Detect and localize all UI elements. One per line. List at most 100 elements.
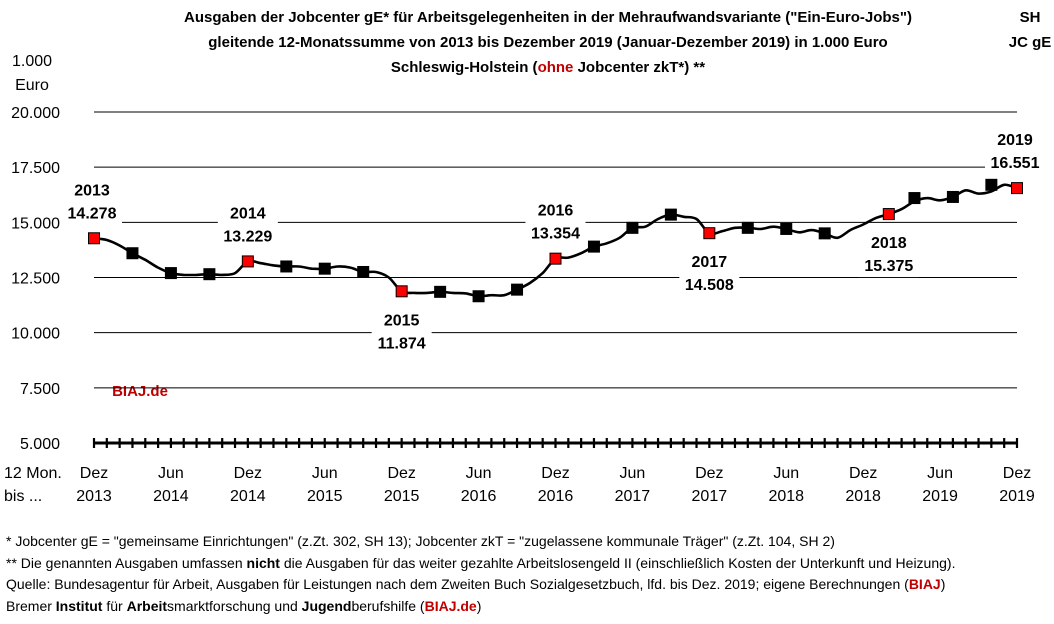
y-tick-label: 7.500 (20, 381, 60, 398)
chart: Ausgaben der Jobcenter gE* für Arbeitsge… (4, 9, 1052, 505)
marker (126, 247, 139, 260)
annotation-year: 2015 (384, 312, 420, 329)
x-tick-label: 2013 (76, 488, 112, 505)
y-tick-label: 15.000 (11, 215, 60, 232)
marker (946, 190, 959, 203)
x-tick-label: 2019 (922, 488, 958, 505)
marker-december (882, 208, 895, 221)
y-tick-label: 5.000 (20, 436, 60, 453)
footnote-4-f: Jugend (301, 597, 352, 614)
footnote-4-i: ) (476, 597, 482, 614)
marker-december (241, 255, 254, 268)
x-ticks: Dez 2013 Jun 2014 Dez 2014 Jun 2015 Dez 2015 Jun 20… (76, 465, 1035, 505)
footnote-3-a: Quelle: Bundesagentur für Arbeit, Ausgab… (6, 576, 909, 592)
marker-december (703, 227, 716, 240)
marker (318, 262, 331, 275)
x-tick-label: 2018 (768, 488, 804, 505)
marker (908, 192, 921, 205)
annotation-value: 13.354 (531, 226, 580, 243)
x-tick-label: 2018 (845, 488, 881, 505)
x-tick-label: 2015 (384, 488, 420, 505)
y-tick-label: 10.000 (11, 326, 60, 343)
x-axis-label-line-1: 12 Mon. (4, 465, 62, 482)
x-tick-label: 2014 (230, 488, 266, 505)
chart-title-line-1: Ausgaben der Jobcenter gE* für Arbeitsge… (184, 9, 912, 26)
x-tick-label: Dez (695, 465, 723, 482)
footnote-1: * Jobcenter gE = "gemeinsame Einrichtung… (6, 533, 835, 549)
footnote-4-e: smarktforschung und (167, 597, 302, 614)
x-tick-label: Jun (312, 465, 338, 482)
x-tick-label: 2016 (538, 488, 574, 505)
annotation-background (371, 307, 432, 355)
x-tick-label: Jun (773, 465, 799, 482)
footnote-2-bold: nicht (246, 554, 280, 571)
x-tick-label: 2017 (692, 488, 728, 505)
annotation-value: 13.229 (223, 228, 272, 245)
annotation-background (217, 200, 278, 248)
y-axis-label-line-1: 1.000 (12, 53, 52, 70)
marker (741, 221, 754, 234)
footnote-4-a: Bremer (6, 597, 56, 614)
marker-december (1011, 182, 1023, 195)
watermark: BIAJ.de (112, 383, 168, 400)
title-line-3-after: Jobcenter zkT*) ** (573, 59, 705, 76)
footnote-source: Quelle: Bundesagentur für Arbeit, Ausgab… (6, 574, 1052, 596)
marker (664, 208, 677, 221)
annotation-year: 2017 (692, 254, 728, 271)
title-line-3-before: Schleswig-Holstein ( (391, 59, 538, 76)
annotation-background (62, 177, 122, 225)
marker (818, 227, 831, 240)
x-tick-label: Dez (80, 465, 108, 482)
footnote-3-red: BIAJ (908, 576, 941, 592)
footnote-4-h: BIAJ.de (424, 597, 477, 614)
marker (587, 240, 600, 253)
x-tick-label: Jun (620, 465, 646, 482)
annotation-value: 15.375 (864, 258, 913, 275)
marker (780, 222, 793, 235)
annotation-background (858, 230, 919, 278)
annotation-value: 16.551 (991, 155, 1040, 172)
x-tick-label: Jun (466, 465, 492, 482)
x-tick-label: Dez (234, 465, 262, 482)
x-tick-label: Dez (1003, 465, 1031, 482)
y-tick-label: 20.000 (11, 105, 60, 122)
x-tick-label: 2016 (461, 488, 497, 505)
annotation-year: 2018 (871, 235, 907, 252)
annotation-background (985, 127, 1045, 175)
annotation-background (525, 197, 586, 245)
footnote-4-g: berufshilfe ( (351, 597, 425, 614)
annotation-background (679, 249, 740, 297)
marker (164, 267, 177, 280)
title-line-3-red: ohne (538, 59, 574, 76)
annotation-year: 2013 (74, 182, 110, 199)
footnote-4-b: Institut (55, 597, 103, 614)
y-tick-label: 12.500 (11, 271, 60, 288)
y-axis-label-line-2: Euro (15, 77, 49, 94)
annotations: 2013 14.278 2014 13.229 2015 11.874 2016 13.354… (62, 127, 1045, 355)
x-tick-label: 2017 (615, 488, 651, 505)
annotation-value: 14.278 (68, 205, 117, 222)
x-tick-label: Dez (387, 465, 415, 482)
marker (472, 290, 485, 303)
chart-title-line-3: Schleswig-Holstein (ohne Jobcenter zkT*)… (391, 59, 705, 76)
x-tick-label: Jun (158, 465, 184, 482)
annotation-year: 2014 (230, 205, 266, 222)
x-tick-label: 2015 (307, 488, 343, 505)
markers (88, 178, 1023, 303)
x-tick-label: Jun (927, 465, 953, 482)
corner-label-line-2: JC gE (1009, 34, 1052, 51)
corner-label-line-1: SH (1020, 9, 1041, 26)
marker (985, 178, 998, 191)
footnote-4-d: Arbeit (126, 597, 168, 614)
footnote-2-a: ** Die genannten Ausgaben umfassen (6, 554, 247, 571)
marker (357, 265, 370, 278)
annotation-value: 14.508 (685, 277, 734, 294)
y-tick-label: 17.500 (11, 160, 60, 177)
footnotes: * Jobcenter gE = "gemeinsame Einrichtung… (6, 531, 1052, 617)
footnote-4-c: für (102, 597, 127, 614)
marker-december (549, 252, 562, 265)
x-tick-label: 2014 (153, 488, 189, 505)
marker (203, 268, 216, 281)
marker (280, 260, 293, 273)
annotation-year: 2019 (997, 132, 1033, 149)
